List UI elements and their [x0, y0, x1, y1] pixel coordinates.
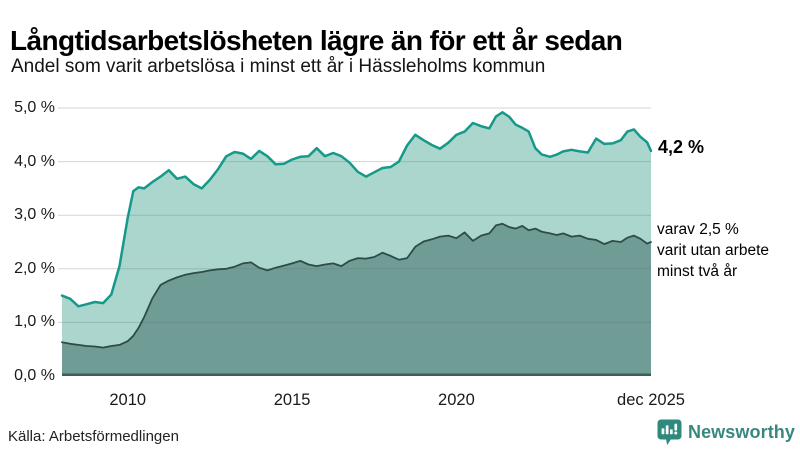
x-tick-label: 2015 [273, 391, 311, 409]
y-tick-label: 1,0 % [14, 313, 55, 331]
series-line-two-year [61, 222, 652, 349]
x-tick-label: 2010 [109, 391, 147, 409]
y-tick-label: 3,0 % [14, 206, 55, 224]
primary-value-annotation: 4,2 % [658, 137, 705, 157]
area-chart-plot [58, 107, 653, 377]
secondary-annotation-line: minst två år [657, 263, 738, 280]
x-tick-label: dec 2025 [617, 391, 685, 409]
secondary-annotation-line: varit utan arbete [657, 242, 770, 259]
newsworthy-wordmark: Newsworthy [687, 422, 795, 442]
y-tick-label: 2,0 % [14, 259, 55, 277]
y-tick-label: 0,0 % [14, 367, 55, 384]
source-note: Källa: Arbetsförmedlingen [8, 428, 179, 445]
secondary-annotation: varav 2,5 % varit utan arbete minst två år [657, 219, 769, 282]
chart-title: Långtidsarbetslösheten lägre än för ett … [10, 24, 623, 56]
chart-subtitle: Andel som varit arbetslösa i minst ett å… [11, 56, 546, 77]
series-area-two-year [62, 223, 651, 376]
y-tick-label: 5,0 % [14, 99, 55, 116]
secondary-annotation-line: varav 2,5 % [657, 221, 739, 238]
series-line-one-year [60, 111, 653, 308]
x-tick-label: 2020 [438, 391, 475, 409]
y-tick-label: 4,0 % [14, 152, 55, 170]
newsworthy-icon [657, 419, 682, 446]
newsworthy-logo: Newsworthy [657, 419, 795, 446]
